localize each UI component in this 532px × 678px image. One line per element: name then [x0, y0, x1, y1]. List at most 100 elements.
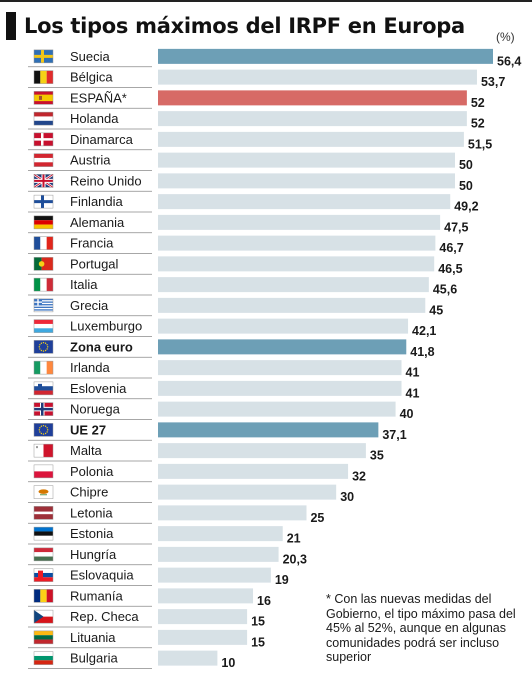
bar — [158, 69, 477, 85]
chart-row: Rumanía 16 — [28, 588, 271, 608]
category-label: Polonia — [70, 464, 114, 479]
bar — [158, 277, 429, 293]
chart-row: Reino Unido 50 — [28, 173, 473, 193]
category-label: Rumanía — [70, 588, 124, 603]
flag-luxembourg-icon — [33, 319, 54, 333]
chart-row: Finlandia 49,2 — [28, 194, 479, 214]
category-label: Finlandia — [70, 194, 124, 209]
value-label: 52 — [471, 96, 485, 110]
chart-title: Los tipos máximos del IRPF en Europa — [24, 14, 465, 38]
flag-belgium-icon — [33, 70, 54, 84]
chart-row: Letonia 25 — [28, 505, 324, 525]
flag-cyprus-icon — [33, 485, 54, 499]
category-label: ESPAÑA* — [70, 90, 127, 105]
value-label: 32 — [352, 469, 366, 483]
bar — [158, 152, 455, 168]
chart-row: Rep. Checa 15 — [28, 609, 265, 629]
value-label: 41,8 — [410, 345, 434, 359]
chart-row: Suecia 56,4 — [28, 48, 521, 68]
value-label: 45,6 — [433, 283, 457, 297]
bar — [158, 48, 493, 64]
chart-row: Zona euro 41,8 — [28, 339, 435, 359]
category-label: Luxemburgo — [70, 319, 142, 334]
chart-row: Portugal 46,5 — [28, 256, 463, 276]
flag-sweden-icon — [33, 49, 54, 64]
bar — [158, 318, 409, 334]
flag-bulgaria-icon — [33, 651, 54, 665]
footnote: * Con las nuevas medidas del Gobierno, e… — [326, 592, 516, 664]
flag-finland-icon — [33, 194, 54, 209]
bar — [158, 360, 402, 376]
flag-greece-icon — [33, 298, 54, 313]
category-label: Zona euro — [70, 339, 133, 354]
chart-row: Eslovenia 41 — [28, 380, 420, 400]
value-label: 50 — [459, 158, 473, 172]
chart-row: Alemania 47,5 — [28, 214, 469, 234]
chart-row: Francia 46,7 — [28, 235, 464, 255]
category-label: Austria — [70, 153, 111, 168]
bar — [158, 194, 451, 210]
category-label: Bélgica — [70, 70, 113, 85]
category-label: UE 27 — [70, 422, 106, 437]
chart-row: Eslovaquia 19 — [28, 567, 289, 587]
chart-row: Noruega 40 — [28, 401, 414, 421]
category-label: Reino Unido — [70, 173, 142, 188]
chart-row: Italia 45,6 — [28, 277, 457, 297]
value-label: 15 — [251, 615, 265, 629]
bar — [158, 256, 435, 272]
chart-row: Lituania 15 — [28, 629, 265, 649]
flag-eu-icon — [33, 423, 54, 437]
value-label: 52 — [471, 117, 485, 131]
category-label: Letonia — [70, 505, 113, 520]
bar — [158, 629, 248, 645]
value-label: 16 — [257, 594, 271, 608]
flag-malta-icon — [33, 443, 54, 458]
flag-eu-icon — [33, 340, 54, 354]
bar — [158, 609, 248, 625]
bar — [158, 422, 379, 438]
category-label: Noruega — [70, 402, 121, 417]
flag-norway-icon — [33, 402, 54, 416]
chart-row: Hungría 20,3 — [28, 546, 307, 566]
bar — [158, 443, 366, 459]
flag-hungary-icon — [33, 547, 54, 562]
flag-estonia-icon — [33, 526, 54, 541]
flag-spain-icon — [33, 91, 54, 105]
title-block: Los tipos máximos del IRPF en Europa — [6, 11, 465, 41]
category-label: Estonia — [70, 526, 114, 541]
bar — [158, 401, 396, 417]
flag-latvia-icon — [33, 506, 54, 520]
value-label: 46,5 — [438, 262, 462, 276]
chart-row: Chipre 30 — [28, 484, 354, 504]
category-label: Irlanda — [70, 360, 111, 375]
chart-row: Irlanda 41 — [28, 360, 419, 380]
value-label: 35 — [370, 449, 384, 463]
category-label: Lituania — [70, 630, 116, 645]
flag-portugal-icon — [33, 257, 54, 271]
flag-austria-icon — [33, 153, 54, 167]
value-label: 15 — [251, 635, 265, 649]
chart-row: ESPAÑA* 52 — [28, 90, 485, 110]
value-label: 41 — [406, 386, 420, 400]
value-label: 46,7 — [439, 241, 463, 255]
value-label: 53,7 — [481, 75, 505, 89]
chart-row: Bulgaria 10 — [28, 650, 235, 670]
value-label: 19 — [275, 573, 289, 587]
chart-row: Holanda 52 — [28, 111, 485, 131]
flag-germany-icon — [33, 215, 54, 230]
bar — [158, 567, 271, 583]
value-label: 47,5 — [444, 220, 468, 234]
bar — [158, 297, 426, 313]
category-label: Francia — [70, 236, 114, 251]
category-label: Dinamarca — [70, 132, 134, 147]
category-label: Holanda — [70, 111, 119, 126]
bar — [158, 111, 467, 127]
bar — [158, 526, 283, 542]
value-label: 51,5 — [468, 137, 492, 151]
category-label: Eslovaquia — [70, 568, 134, 583]
bar — [158, 463, 349, 479]
chart-row: Polonia 32 — [28, 463, 366, 483]
chart-row: Malta 35 — [28, 443, 384, 463]
category-label: Bulgaria — [70, 651, 118, 666]
